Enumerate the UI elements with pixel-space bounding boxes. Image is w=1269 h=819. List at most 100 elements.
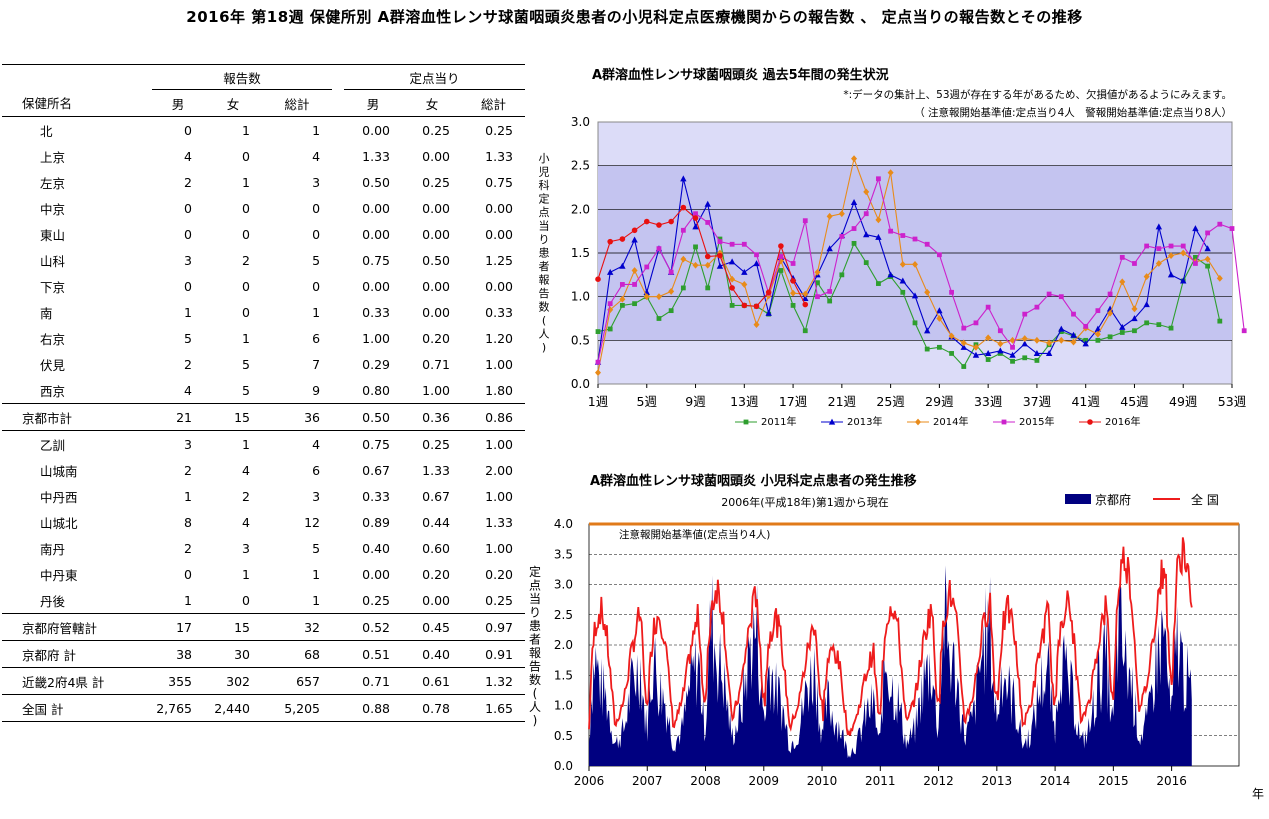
data-point [1083, 337, 1089, 343]
table-column-header: 保健所名 男 女 総計 男 女 総計 [2, 90, 525, 117]
data-point [911, 292, 919, 299]
data-point [705, 285, 711, 291]
data-point [863, 260, 869, 266]
data-point [875, 233, 882, 240]
cell-pm: 0.80 [362, 382, 391, 398]
data-point [717, 236, 723, 242]
x-tick-label: 2016 [1156, 774, 1187, 788]
data-point [619, 303, 625, 308]
cell-f: 30 [204, 640, 262, 668]
data-point [1021, 335, 1028, 342]
data-point [656, 246, 662, 252]
cell-t: 5 [312, 540, 321, 556]
cell-pf: 0.67 [422, 488, 451, 504]
row-name: 左京 [40, 175, 66, 191]
data-point [717, 252, 723, 259]
data-point [1083, 323, 1089, 329]
data-point [876, 281, 881, 286]
legend-label-kyoto: 京都府 [1095, 492, 1131, 507]
table-row: 丹後 1 0 1 0.25 0.00 0.25 [2, 587, 525, 614]
data-point [1204, 245, 1211, 252]
data-point [802, 301, 809, 308]
data-point [778, 243, 784, 249]
data-point [949, 351, 954, 356]
cell-pf: 0.00 [422, 278, 451, 294]
row-name: 伏見 [40, 357, 66, 373]
cell-pf: 0.00 [422, 226, 451, 242]
data-point [961, 364, 967, 369]
table-row: 左京 2 1 3 0.50 0.25 0.75 [2, 169, 525, 195]
cell-pf: 0.25 [402, 430, 463, 457]
data-point [850, 198, 858, 205]
x-tick-label: 5週 [637, 394, 658, 409]
data-point [1155, 223, 1163, 230]
cell-pm: 0.33 [362, 304, 391, 320]
data-point [985, 334, 992, 342]
cell-pt: 1.00 [485, 540, 514, 556]
chart-past-5-years: A群溶血性レンサ球菌咽頭炎 過去5年間の発生状況 *:データの集計上、53週が存在… [539, 67, 1247, 428]
data-point [704, 253, 711, 260]
data-point [1034, 304, 1040, 310]
cell-pf: 0.00 [422, 304, 451, 320]
cell-m: 21 [152, 403, 204, 431]
data-point [887, 271, 894, 278]
data-point [729, 275, 736, 283]
cell-pf: 1.33 [422, 462, 451, 478]
cell-pt: 0.33 [485, 304, 514, 320]
data-point [741, 241, 747, 247]
ylabel-char: り [539, 233, 550, 246]
data-point [1094, 330, 1101, 338]
data-point [972, 343, 979, 351]
cell-f: 2 [242, 252, 250, 268]
cell-pm: 0.52 [344, 613, 403, 641]
data-point [802, 328, 808, 334]
table-row: 山科 3 2 5 0.75 0.50 1.25 [2, 247, 525, 273]
cell-t: 7 [312, 356, 321, 372]
data-point [1045, 350, 1053, 357]
cell-f: 15 [204, 613, 262, 641]
ylabel-char: り [529, 606, 541, 620]
data-point [1180, 277, 1187, 284]
data-point [1119, 254, 1125, 260]
cell-pt: 0.86 [462, 403, 526, 431]
data-point [888, 228, 894, 234]
row-name: 京都市計 [2, 403, 152, 431]
cell-pm: 0.00 [362, 278, 391, 294]
cell-t: 4 [312, 148, 321, 164]
data-point [1216, 274, 1223, 282]
data-point [912, 320, 918, 326]
table-row: 中丹西 1 2 3 0.33 0.67 1.00 [2, 483, 525, 509]
ylabel-char: 数 [529, 672, 541, 687]
ylabel-char: ) [542, 341, 546, 354]
data-point [1156, 246, 1162, 252]
ylabel-char: 者 [529, 633, 541, 647]
data-point [815, 280, 820, 286]
data-point [985, 357, 991, 362]
ylabel-char: 報 [529, 646, 541, 660]
cell-f: 4 [242, 514, 250, 530]
col-per-male: 男 [366, 96, 380, 112]
data-point [972, 351, 980, 358]
data-point [1205, 230, 1211, 236]
cell-pm: 0.40 [362, 540, 391, 556]
cell-f: 0 [242, 278, 250, 294]
data-point [900, 233, 906, 238]
data-point [1131, 305, 1138, 313]
legend-item: 2013年 [821, 415, 882, 428]
cell-f: 1 [242, 174, 250, 190]
ylabel-char: 患 [539, 247, 550, 260]
data-point [680, 204, 687, 211]
chart2-subtitle: 2006年(平成18年)第1週から現在 [721, 495, 889, 509]
cell-t: 36 [262, 403, 333, 431]
data-point [1058, 329, 1064, 334]
y-tick-label: 3.0 [571, 115, 590, 129]
data-point [680, 255, 687, 263]
y-tick-label: 2.0 [554, 638, 573, 652]
data-point [1033, 336, 1040, 344]
cell-t: 0 [312, 200, 321, 216]
data-point [716, 262, 724, 269]
data-point [693, 244, 698, 250]
cell-pt: 1.25 [485, 252, 514, 268]
data-point [985, 304, 991, 310]
table-row: 中京 0 0 0 0.00 0.00 0.00 [2, 195, 525, 221]
